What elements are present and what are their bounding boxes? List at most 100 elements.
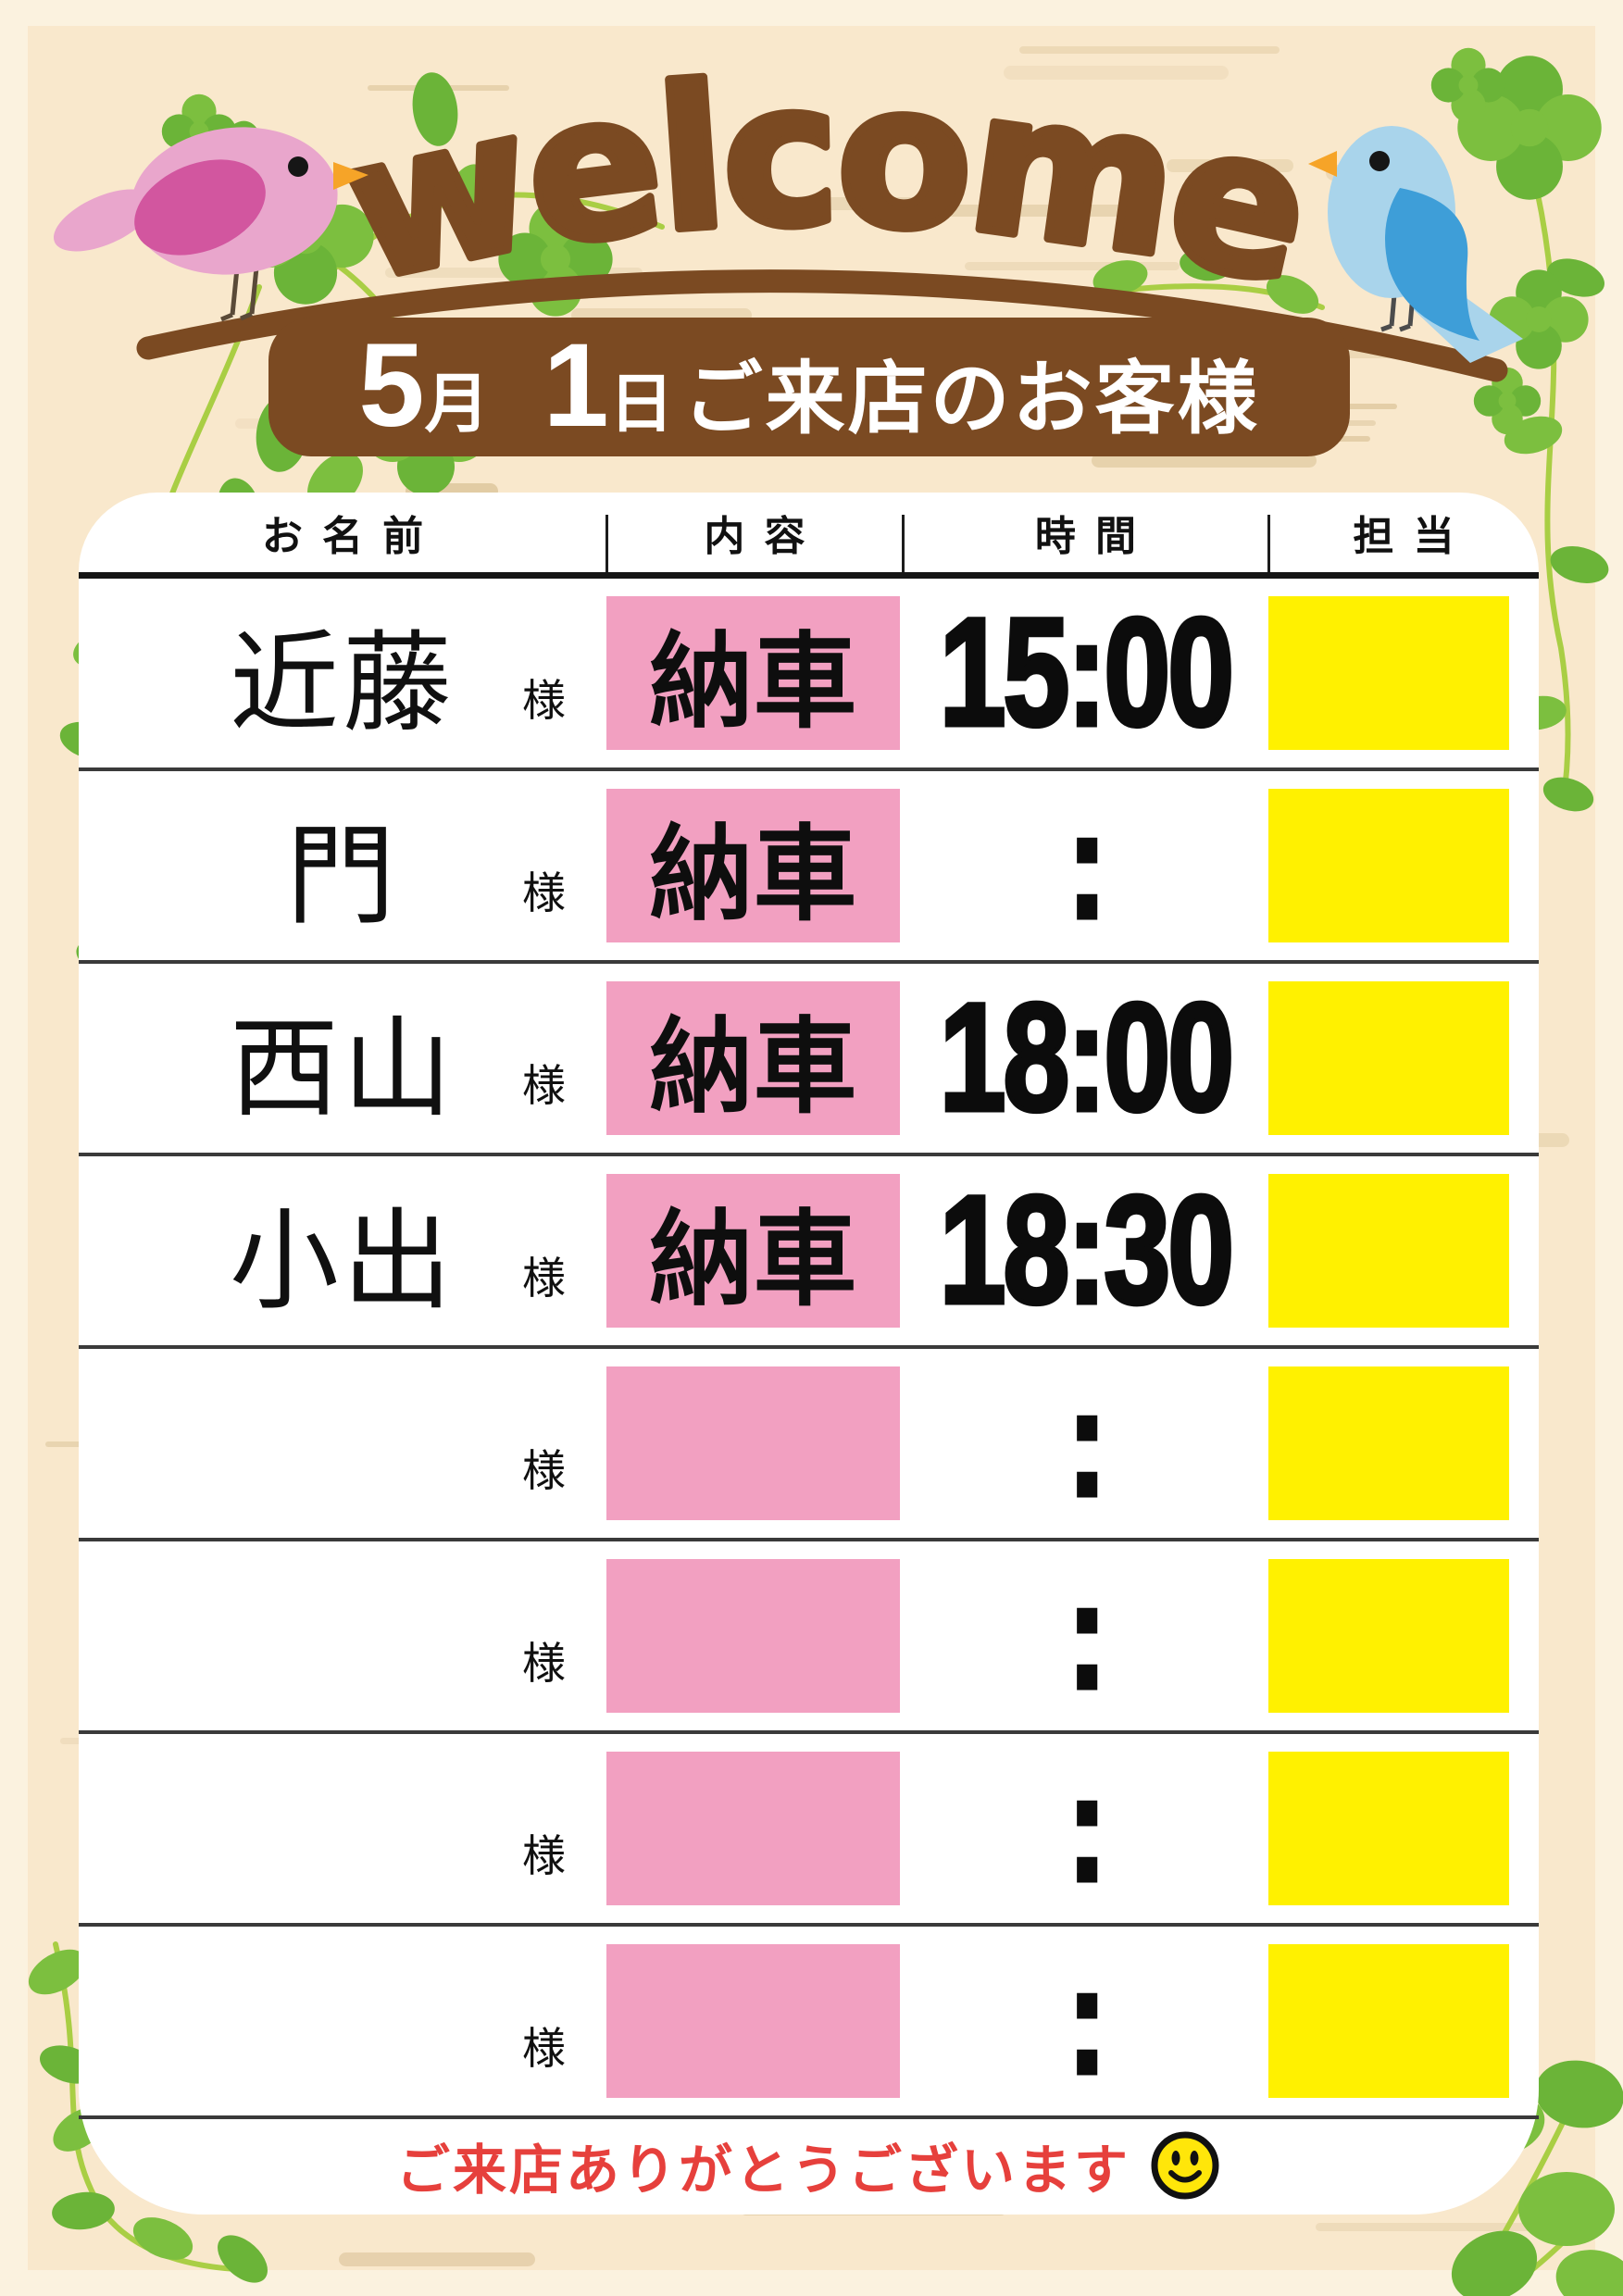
service-cell: 納車 — [606, 579, 903, 767]
customer-row: 様 : — [79, 1349, 1539, 1541]
honorific-label: 様 — [522, 1639, 566, 1688]
column-header-content: 内容 — [704, 514, 825, 559]
service-label: 納車 — [649, 1202, 857, 1317]
honorific-label: 様 — [522, 1831, 566, 1880]
honorific-label: 様 — [522, 676, 566, 725]
customer-row: 西山 様 納車 18:00 — [79, 964, 1539, 1156]
customer-name-cell: 様 — [79, 1927, 606, 2115]
month-number: 5 — [358, 319, 425, 452]
customer-row: 近藤 様 納車 15:00 — [79, 579, 1539, 771]
staff-box — [1268, 789, 1509, 942]
pink-bird-beak — [333, 162, 368, 190]
service-cell: 納車 — [606, 771, 903, 960]
blue-bird-beak — [1308, 151, 1337, 177]
staff-box — [1268, 1559, 1509, 1713]
honorific-label: 様 — [522, 1254, 566, 1303]
honorific-label: 様 — [522, 2024, 566, 2073]
customer-name-cell: 西山 様 — [79, 964, 606, 1153]
visitor-board-card: お名前 内容 時間 担当 近藤 様 納車 15:00 — [79, 493, 1539, 2215]
staff-cell — [1268, 1734, 1539, 1923]
time-cell: : — [903, 1927, 1268, 2115]
service-box: 納車 — [606, 981, 900, 1135]
customer-name: 西山 — [229, 1007, 456, 1130]
staff-box — [1268, 981, 1509, 1135]
time-value: : — [1066, 1548, 1109, 1724]
staff-box — [1268, 1752, 1509, 1905]
pink-bird-eye — [288, 156, 308, 177]
staff-cell — [1268, 1156, 1539, 1345]
header-divider — [1267, 515, 1270, 572]
staff-cell — [1268, 1927, 1539, 2115]
service-box: 納車 — [606, 596, 900, 750]
table-header: お名前 内容 時間 担当 — [79, 493, 1539, 579]
month-unit: 月 — [424, 368, 490, 440]
service-cell — [606, 1734, 903, 1923]
column-header-name: お名前 — [261, 514, 443, 559]
time-value: : — [1066, 1741, 1109, 1916]
customer-name-cell: 様 — [79, 1349, 606, 1538]
banner-suffix: ご来店のお客様 — [682, 355, 1260, 443]
customer-name: 門 — [285, 815, 399, 938]
honorific-label: 様 — [522, 868, 566, 917]
service-label: 納車 — [649, 817, 857, 932]
time-value: 18:00 — [938, 970, 1237, 1146]
day-number: 1 — [543, 319, 609, 452]
customer-name-cell: 様 — [79, 1541, 606, 1730]
service-cell — [606, 1349, 903, 1538]
time-value: : — [1066, 778, 1109, 954]
staff-cell — [1268, 964, 1539, 1153]
service-label: 納車 — [649, 1009, 857, 1125]
staff-box — [1268, 1174, 1509, 1328]
service-cell: 納車 — [606, 964, 903, 1153]
date-banner: 5月 1日 ご来店のお客様 — [268, 318, 1350, 456]
time-cell: : — [903, 771, 1268, 960]
time-value: 15:00 — [938, 585, 1237, 761]
customer-row: 様 : — [79, 1734, 1539, 1927]
service-box: 納車 — [606, 789, 900, 942]
honorific-label: 様 — [522, 1061, 566, 1110]
customer-name: 近藤 — [229, 622, 456, 745]
service-box — [606, 1366, 900, 1520]
customer-row: 様 : — [79, 1541, 1539, 1734]
staff-box — [1268, 1944, 1509, 2098]
service-box — [606, 1752, 900, 1905]
thank-you-message: ご来店ありがとうございます — [395, 2140, 1130, 2201]
customer-name: 小出 — [229, 1200, 456, 1323]
service-cell — [606, 1927, 903, 2115]
column-header-time: 時間 — [1034, 514, 1156, 559]
time-cell: 18:30 — [903, 1156, 1268, 1345]
time-cell: 18:00 — [903, 964, 1268, 1153]
service-cell: 納車 — [606, 1156, 903, 1345]
customer-row: 門 様 納車 : — [79, 771, 1539, 964]
time-cell: : — [903, 1734, 1268, 1923]
time-cell: 15:00 — [903, 579, 1268, 767]
service-box — [606, 1944, 900, 2098]
thank-you-footer: ご来店ありがとうございます — [79, 2119, 1539, 2211]
smiley-icon — [1151, 2131, 1219, 2199]
staff-cell — [1268, 1349, 1539, 1538]
customer-row: 小出 様 納車 18:30 — [79, 1156, 1539, 1349]
column-header-staff: 担当 — [1353, 514, 1474, 559]
staff-cell — [1268, 771, 1539, 960]
time-cell: : — [903, 1541, 1268, 1730]
honorific-label: 様 — [522, 1446, 566, 1495]
service-label: 納車 — [649, 624, 857, 740]
service-box — [606, 1559, 900, 1713]
customer-name-cell: 小出 様 — [79, 1156, 606, 1345]
customer-name-cell: 様 — [79, 1734, 606, 1923]
time-value: 18:30 — [938, 1163, 1237, 1339]
service-cell — [606, 1541, 903, 1730]
day-unit: 日 — [608, 368, 674, 440]
staff-cell — [1268, 1541, 1539, 1730]
staff-box — [1268, 1366, 1509, 1520]
time-value: : — [1066, 1355, 1109, 1531]
customer-row: 様 : — [79, 1927, 1539, 2119]
blue-bird-eye — [1369, 151, 1390, 171]
time-cell: : — [903, 1349, 1268, 1538]
service-box: 納車 — [606, 1174, 900, 1328]
customer-name-cell: 近藤 様 — [79, 579, 606, 767]
header-divider — [606, 515, 608, 572]
customer-name-cell: 門 様 — [79, 771, 606, 960]
time-value: : — [1066, 1933, 1109, 2109]
